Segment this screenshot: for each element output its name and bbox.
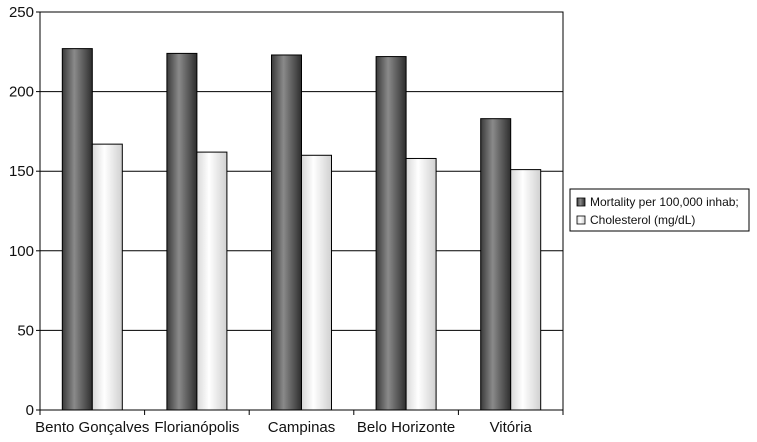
y-tick-label: 0 xyxy=(26,402,34,419)
bar-cholesterol xyxy=(405,157,437,411)
legend-box xyxy=(569,188,750,232)
y-tick-label: 200 xyxy=(9,84,34,101)
legend-label-cholesterol: Cholesterol (mg/dL) xyxy=(590,213,695,227)
legend-swatch-cholesterol xyxy=(576,215,586,225)
bar-mortality xyxy=(375,56,407,411)
bar-cholesterol xyxy=(301,154,332,411)
y-tick-labels: 0 50 100 150 200 250 xyxy=(9,4,34,419)
bar-cholesterol xyxy=(196,151,228,411)
legend-label-mortality: Mortality per 100,000 inhab; xyxy=(590,195,739,209)
x-tick-label: Belo Horizonte xyxy=(357,419,455,436)
y-tick-label: 100 xyxy=(9,243,34,260)
bar-cholesterol xyxy=(91,143,123,411)
legend: Mortality per 100,000 inhab; Cholesterol… xyxy=(569,188,750,232)
bar-cholesterol xyxy=(510,169,542,411)
x-tick-label: Bento Gonçalves xyxy=(35,419,149,436)
bar-mortality xyxy=(480,118,512,411)
x-tick-labels: Bento Gonçalves Florianópolis Campinas Belo… xyxy=(35,419,532,436)
x-tick-label: Florianópolis xyxy=(154,419,239,436)
x-tick-label: Vitória xyxy=(490,419,533,436)
bars xyxy=(61,48,542,411)
y-tick-label: 50 xyxy=(17,322,34,339)
axes xyxy=(36,11,564,415)
y-tick-label: 150 xyxy=(9,163,34,180)
legend-swatch-mortality xyxy=(576,197,586,207)
x-tick-label: Campinas xyxy=(268,419,336,436)
bar-mortality xyxy=(61,48,93,411)
bar-mortality xyxy=(271,54,302,411)
plot-frame xyxy=(39,11,564,411)
y-tick-label: 250 xyxy=(9,4,34,21)
bar-mortality xyxy=(166,52,198,411)
